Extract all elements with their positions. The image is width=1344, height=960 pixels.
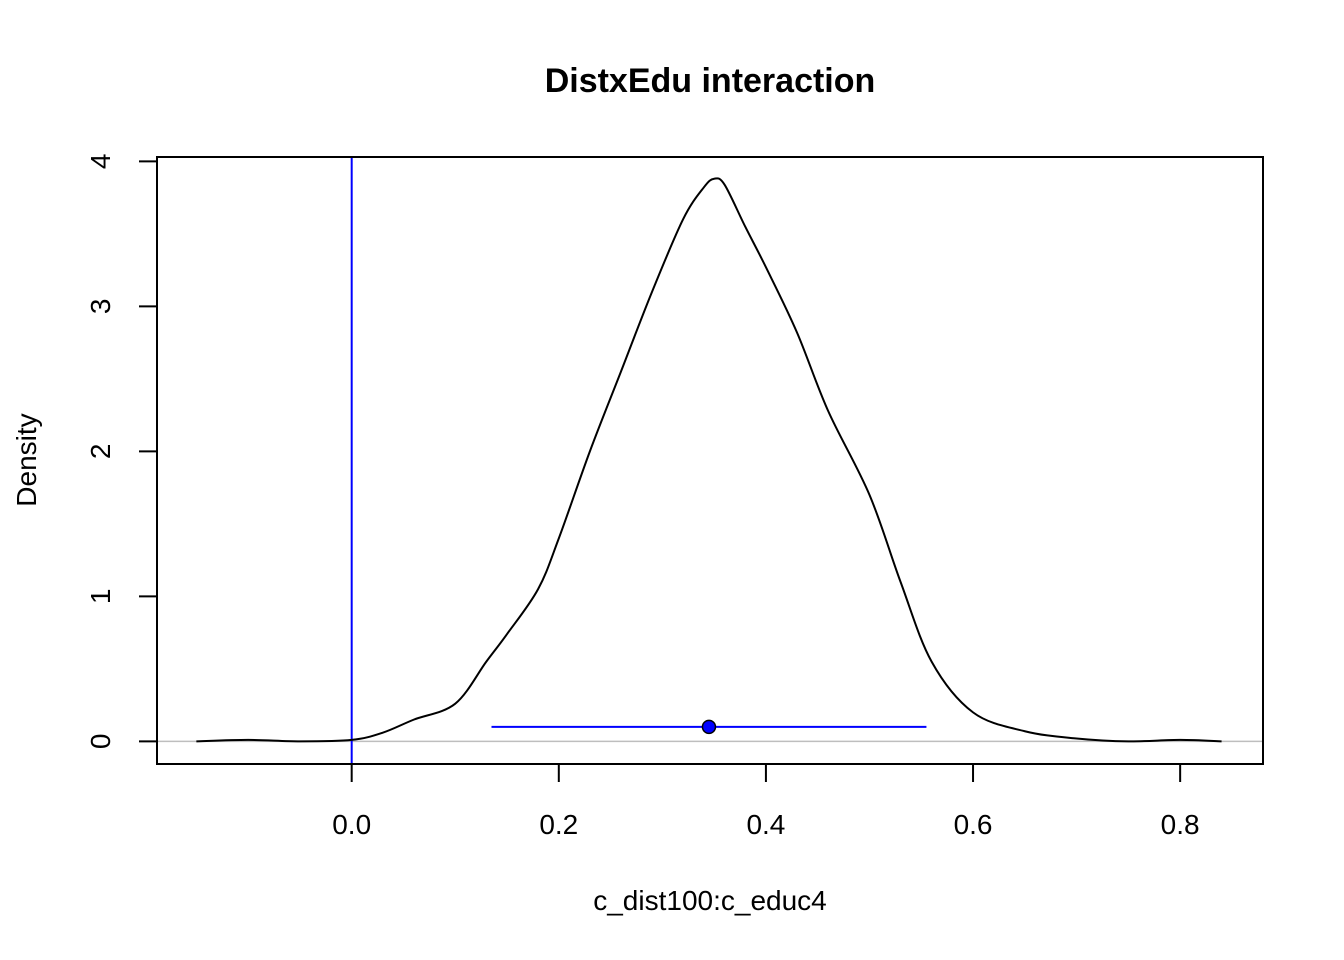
y-tick-label: 0 <box>85 734 116 750</box>
y-tick-label: 2 <box>85 444 116 460</box>
x-tick-label: 0.0 <box>332 809 371 840</box>
x-tick-label: 0.2 <box>539 809 578 840</box>
y-axis-label: Density <box>11 413 42 506</box>
density-curve <box>196 177 1222 743</box>
y-tick-label: 1 <box>85 589 116 605</box>
x-tick-label: 0.8 <box>1161 809 1200 840</box>
y-tick-label: 3 <box>85 299 116 315</box>
y-tick-label: 4 <box>85 154 116 170</box>
chart-title: DistxEdu interaction <box>545 62 876 100</box>
point-estimate <box>701 719 717 735</box>
x-tick-label: 0.4 <box>746 809 785 840</box>
x-axis-label: c_dist100:c_educ4 <box>593 885 827 916</box>
plot-area <box>157 157 1263 764</box>
plot-frame <box>156 156 1264 765</box>
y-axis: 0 1 2 3 4 <box>85 154 158 750</box>
x-tick-label: 0.6 <box>954 809 993 840</box>
x-axis: 0.0 0.2 0.4 0.6 0.8 <box>332 763 1200 840</box>
